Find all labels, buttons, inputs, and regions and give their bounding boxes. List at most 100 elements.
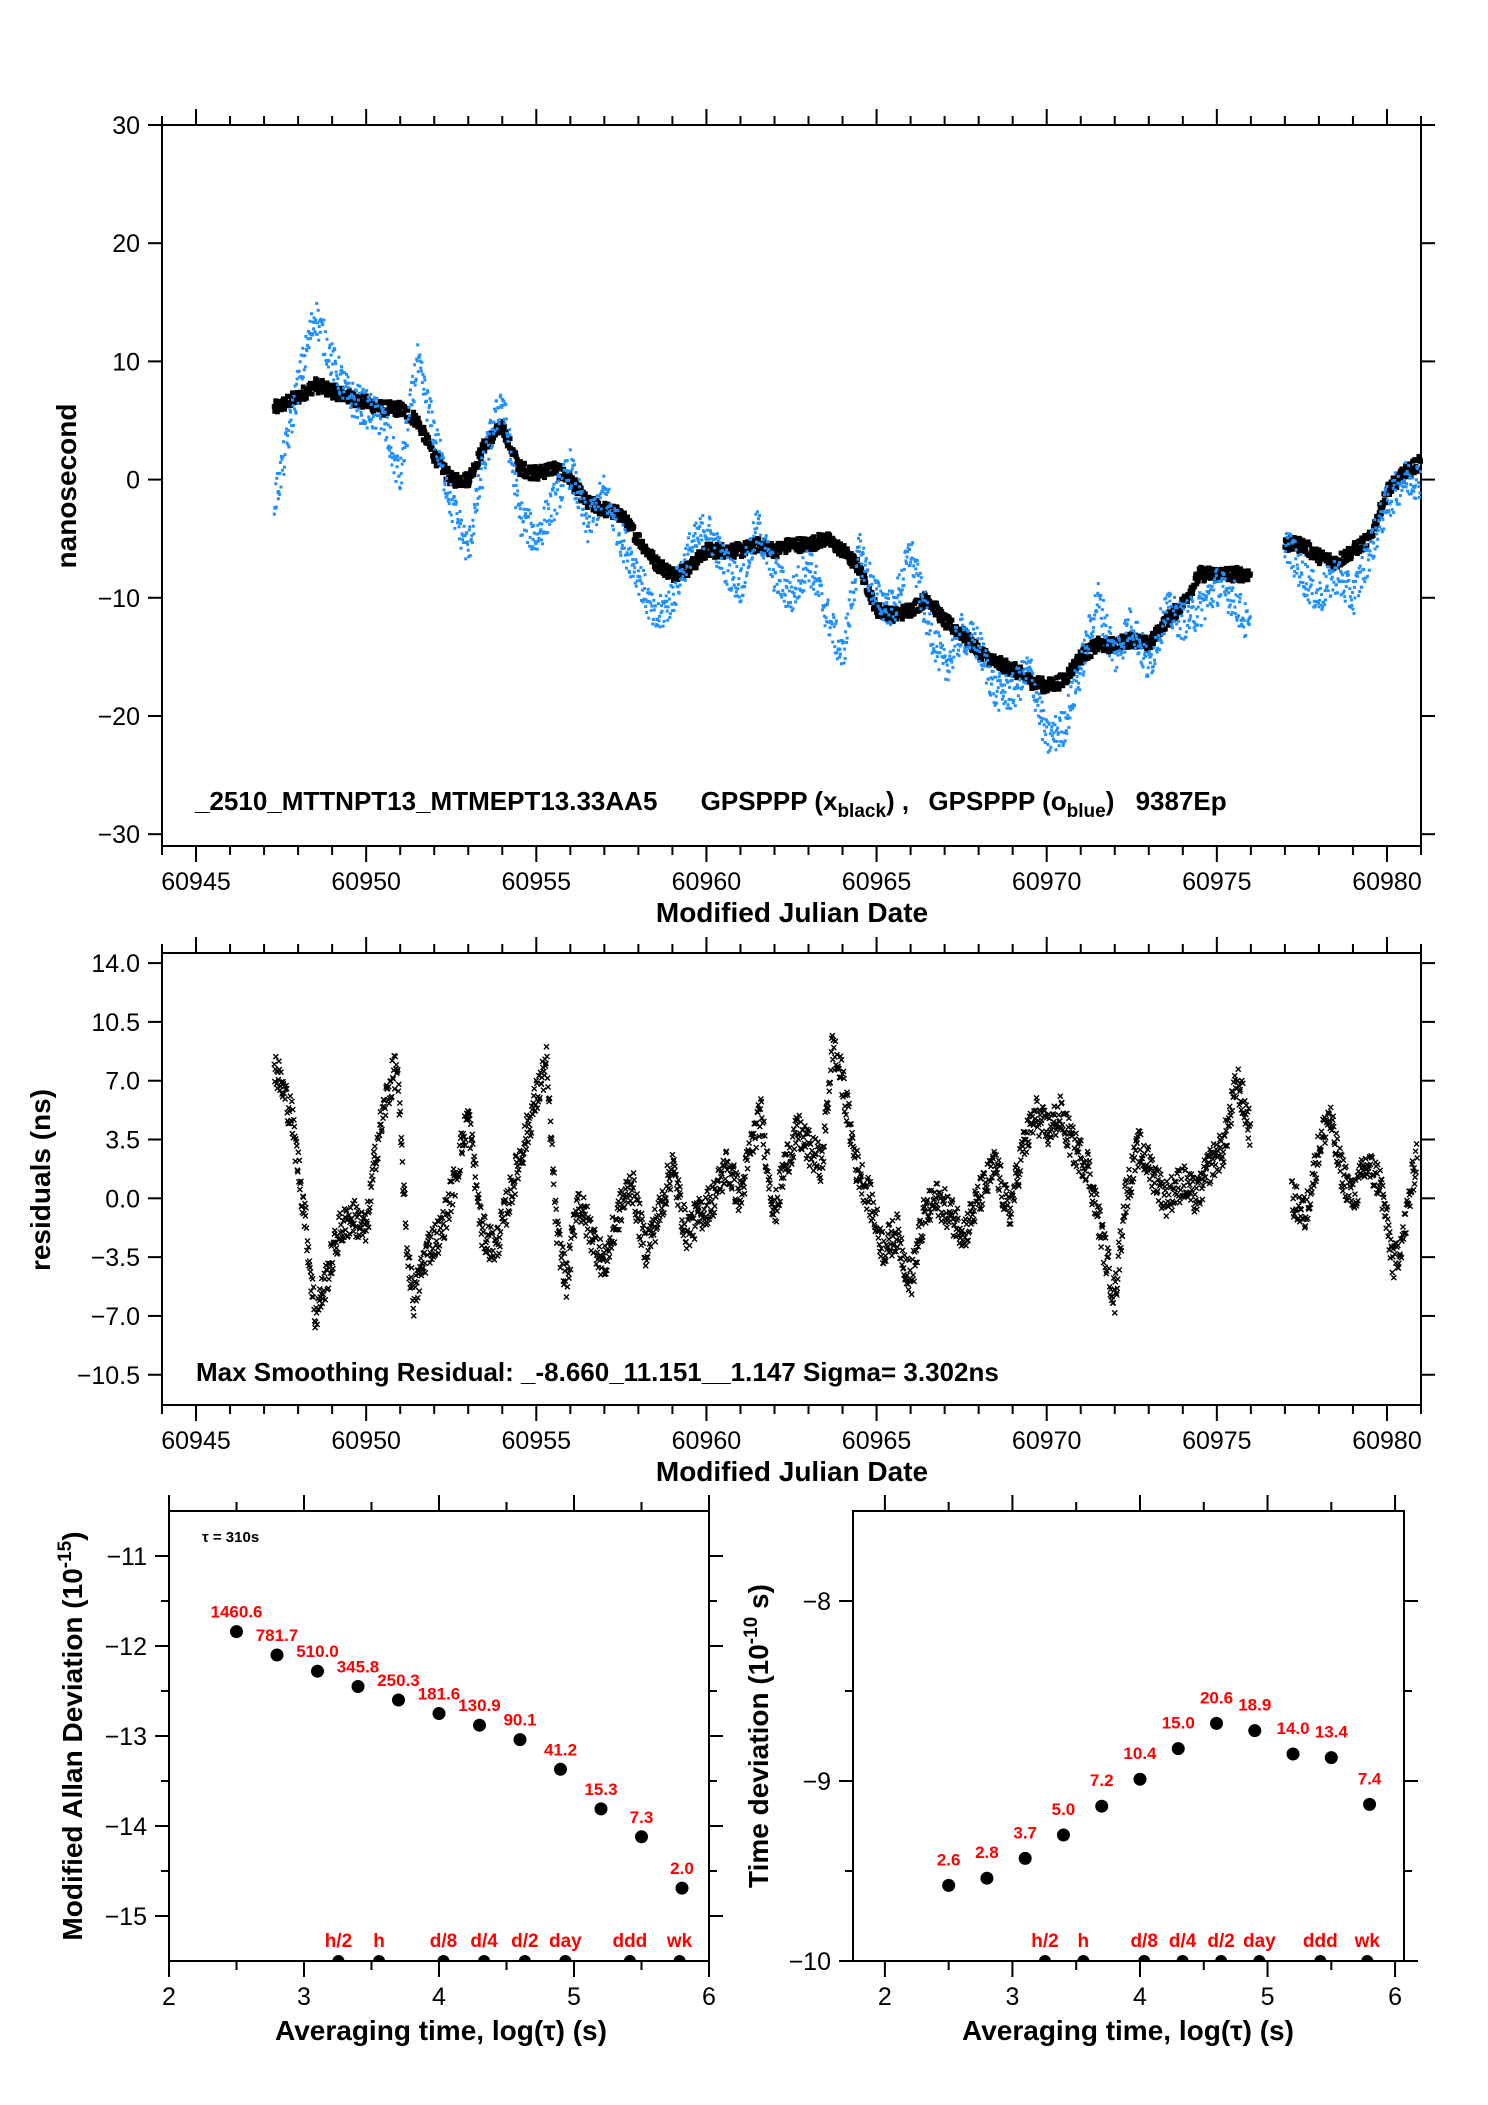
blue-series-point [510, 462, 514, 466]
blue-series-point [629, 552, 633, 556]
blue-series-point [513, 472, 517, 476]
residual-point [302, 1212, 309, 1219]
blue-series-point [1236, 594, 1240, 598]
blue-series-point [1000, 684, 1004, 688]
blue-series-point [1228, 586, 1232, 590]
residual-point [457, 1167, 464, 1174]
blue-series-point [1104, 624, 1108, 628]
blue-series-point [870, 591, 874, 595]
black-series-point [949, 617, 955, 623]
blue-series-point [613, 507, 617, 511]
residual-point [493, 1235, 500, 1242]
blue-series-point [1233, 611, 1237, 615]
blue-series-point [1409, 492, 1413, 496]
blue-series-point [280, 468, 284, 472]
black-series-point [463, 477, 469, 483]
residual-point [347, 1204, 354, 1211]
blue-series-point [810, 562, 814, 566]
residual-point [481, 1214, 488, 1221]
black-series-point [401, 411, 407, 417]
blue-series-point [623, 553, 627, 557]
black-series-point [708, 543, 714, 549]
black-series-point [278, 401, 284, 407]
blue-series-point [401, 440, 405, 444]
blue-series-point [820, 608, 824, 612]
blue-series-point [409, 388, 413, 392]
blue-series-point [457, 537, 461, 541]
blue-series-point [600, 489, 604, 493]
blue-series-point [801, 567, 805, 571]
blue-series-point [1286, 536, 1290, 540]
black-series-point [300, 384, 306, 390]
blue-series-point [1384, 511, 1388, 515]
blue-series-point [625, 566, 629, 570]
blue-series-point [990, 682, 994, 686]
blue-series-point [587, 514, 591, 518]
blue-series-point [1398, 483, 1402, 487]
residual-point [339, 1228, 346, 1235]
blue-series-point [349, 402, 353, 406]
residual-point [391, 1085, 398, 1092]
blue-series-point [1194, 607, 1198, 611]
blue-series-point [497, 422, 501, 426]
blue-series-point [365, 426, 369, 430]
blue-series-point [1204, 597, 1208, 601]
black-series-point [379, 400, 385, 406]
blue-series-point [643, 587, 647, 591]
blue-series-point [1197, 594, 1201, 598]
blue-series-point [1028, 660, 1032, 664]
black-series-point [417, 421, 423, 427]
blue-series-point [676, 565, 680, 569]
black-series-point [319, 380, 325, 386]
blue-series-point [669, 584, 673, 588]
blue-series-point [430, 410, 434, 414]
blue-series-point [484, 440, 488, 444]
blue-series-point [450, 520, 454, 524]
blue-series-point [460, 532, 464, 536]
blue-series-point [1059, 740, 1063, 744]
blue-series-point [1200, 608, 1204, 612]
blue-series-point [678, 569, 682, 573]
blue-series-point [1413, 484, 1417, 488]
blue-series-point [890, 591, 894, 595]
residual-point [370, 1148, 377, 1155]
residual-point [307, 1268, 314, 1275]
blue-series-point [472, 502, 476, 506]
blue-series-point [287, 428, 291, 432]
residual-point [275, 1058, 282, 1065]
blue-series-point [1332, 580, 1336, 584]
blue-series-point [639, 598, 643, 602]
blue-series-point [1130, 629, 1134, 633]
blue-series-point [380, 405, 384, 409]
black-series-point [427, 442, 433, 448]
blue-series-point [1114, 641, 1118, 645]
blue-series-point [1337, 563, 1341, 567]
blue-series-point [1023, 667, 1027, 671]
blue-series-point [931, 642, 935, 646]
blue-series-point [914, 567, 918, 571]
blue-series-point [757, 541, 761, 545]
black-series-point [1009, 669, 1015, 675]
blue-series-point [883, 608, 887, 612]
blue-series-point [447, 502, 451, 506]
black-series-point [1014, 675, 1020, 681]
blue-series-point [1067, 725, 1071, 729]
blue-series-point [886, 592, 890, 596]
blue-series-point [483, 466, 487, 470]
black-series-point [366, 404, 372, 410]
blue-series-point [320, 320, 324, 324]
black-series-point [421, 424, 427, 430]
blue-series-point [475, 508, 479, 512]
black-series-point [685, 573, 691, 579]
residual-point [378, 1126, 385, 1133]
blue-series-point [583, 513, 587, 517]
residual-point [327, 1270, 334, 1277]
blue-series-point [617, 533, 621, 537]
black-series-point [728, 547, 734, 553]
blue-series-point [502, 399, 506, 403]
blue-series-point [842, 661, 846, 665]
residual-point [271, 1061, 278, 1068]
blue-series-point [1351, 580, 1355, 584]
blue-series-point [1300, 560, 1304, 564]
plot-frame [161, 124, 1422, 847]
